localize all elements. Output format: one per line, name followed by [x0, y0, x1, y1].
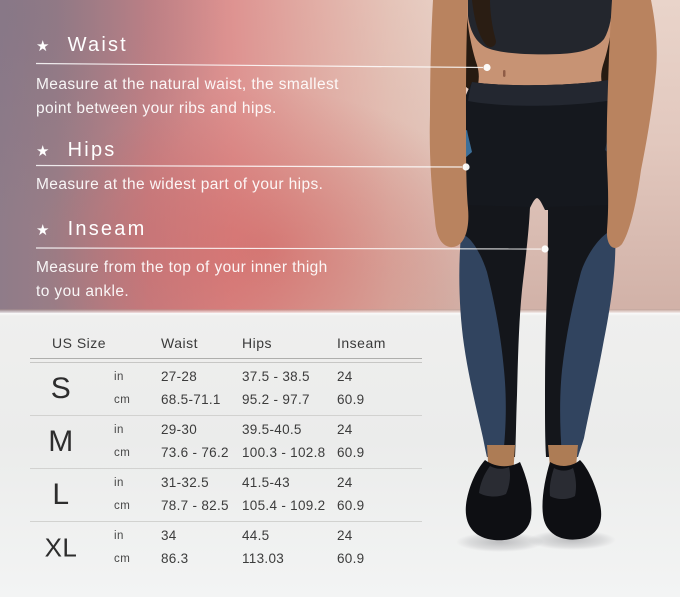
- table-row-size-m: M in cm 29-30 39.5-40.5 24 73.6 - 76.2 1…: [30, 415, 422, 468]
- waist-title-label: Waist: [67, 34, 128, 56]
- inseam-cm-value: 60.9: [337, 392, 365, 407]
- table-row-size-xl: XL in cm 34 44.5 24 86.3 113.03 60.9: [30, 521, 422, 574]
- leggings-navy-panel-right: [560, 231, 616, 457]
- column-header-inseam: Inseam: [337, 335, 386, 351]
- size-table-header: US Size Waist Hips Inseam: [30, 333, 422, 355]
- inseam-in-value: 24: [337, 475, 353, 490]
- guide-section-hips: ★ Hips Measure at the widest part of you…: [36, 139, 323, 193]
- hips-cm-value: 100.3 - 102.8: [242, 445, 326, 460]
- shoe-shadow: [528, 530, 616, 550]
- hips-description: Measure at the widest part of your hips.: [36, 176, 324, 193]
- waist-cm-value: 86.3: [161, 551, 189, 566]
- inseam-cm-value: 60.9: [337, 445, 365, 460]
- waist-in-value: 31-32.5: [161, 475, 209, 490]
- model-hair-strand: [472, 0, 496, 48]
- hips-cm-value: 95.2 - 97.7: [242, 392, 310, 407]
- unit-label-cm: cm: [114, 553, 131, 565]
- model-right-arm: [606, 0, 657, 248]
- waist-cm-value: 78.7 - 82.5: [161, 498, 229, 513]
- unit-label-cm: cm: [114, 394, 131, 406]
- inseam-cm-value: 60.9: [337, 498, 365, 513]
- hips-section-title: ★ Hips: [36, 139, 116, 162]
- unit-label-cm: cm: [114, 500, 131, 512]
- waist-cm-value: 68.5-71.1: [161, 392, 221, 407]
- wall-floor-skirting-line: [0, 309, 680, 316]
- waist-section-title: ★ Waist: [36, 34, 128, 57]
- inseam-description: Measure from the top of your inner thigh…: [36, 259, 328, 301]
- column-header-us-size: US Size: [52, 335, 107, 351]
- size-table: US Size Waist Hips Inseam S in cm 27-28 …: [30, 333, 422, 574]
- sneaker-right-highlight: [549, 468, 577, 499]
- hips-cm-value: 105.4 - 109.2: [242, 498, 326, 513]
- sneaker-left-highlight: [479, 466, 510, 497]
- text-panel-gradient-overlay: [0, 0, 465, 313]
- sneaker-left: [465, 460, 532, 541]
- header-divider: [30, 358, 422, 363]
- model-navel: [503, 70, 506, 77]
- unit-label-in: in: [114, 424, 124, 436]
- inseam-section-title: ★ Inseam: [36, 218, 146, 241]
- hips-title-label: Hips: [67, 139, 117, 161]
- waist-in-value: 27-28: [161, 369, 198, 384]
- size-label: L: [52, 478, 70, 511]
- guide-section-waist: ★ Waist Measure at the natural waist, th…: [36, 34, 338, 117]
- waist-description: Measure at the natural waist, the smalle…: [36, 76, 339, 118]
- column-header-waist: Waist: [161, 335, 198, 351]
- waist-cm-value: 73.6 - 76.2: [161, 445, 229, 460]
- star-icon: ★: [36, 142, 52, 160]
- waist-in-value: 34: [161, 528, 177, 543]
- table-row-size-l: L in cm 31-32.5 41.5-43 24 78.7 - 82.5 1…: [30, 468, 422, 521]
- unit-label-cm: cm: [114, 447, 131, 459]
- inseam-in-value: 24: [337, 528, 353, 543]
- unit-label-in: in: [114, 477, 124, 489]
- waist-in-value: 29-30: [161, 422, 198, 437]
- inseam-in-value: 24: [337, 422, 353, 437]
- hips-cm-value: 113.03: [242, 551, 285, 566]
- model-left-arm: [429, 0, 469, 248]
- size-label: M: [48, 425, 74, 458]
- leggings-hips: [454, 80, 626, 210]
- inseam-in-value: 24: [337, 369, 353, 384]
- sports-bra: [468, 0, 613, 55]
- hips-in-value: 37.5 - 38.5: [242, 369, 310, 384]
- size-label: XL: [44, 532, 78, 563]
- leggings-waistband: [468, 80, 613, 106]
- star-icon: ★: [36, 221, 52, 239]
- table-row-size-s: S in cm 27-28 37.5 - 38.5 24 68.5-71.1 9…: [30, 363, 422, 415]
- hips-in-value: 39.5-40.5: [242, 422, 302, 437]
- shoe-shadow: [456, 532, 544, 552]
- unit-label-in: in: [114, 530, 124, 542]
- hips-in-value: 44.5: [242, 528, 270, 543]
- inseam-title-label: Inseam: [67, 218, 147, 240]
- column-header-hips: Hips: [242, 335, 273, 351]
- size-label: S: [50, 372, 72, 405]
- inseam-cm-value: 60.9: [337, 551, 365, 566]
- leggings-navy-panel-left: [459, 234, 506, 457]
- guide-section-inseam: ★ Inseam Measure from the top of your in…: [36, 218, 327, 300]
- unit-label-in: in: [114, 371, 124, 383]
- hips-in-value: 41.5-43: [242, 475, 290, 490]
- star-icon: ★: [36, 37, 52, 55]
